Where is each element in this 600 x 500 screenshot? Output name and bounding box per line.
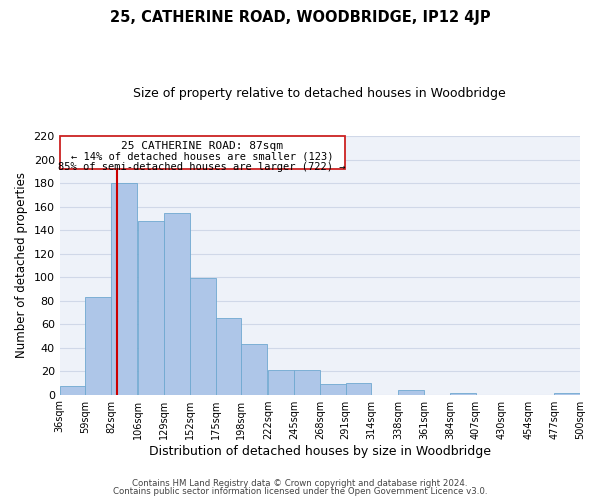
Text: 85% of semi-detached houses are larger (722) →: 85% of semi-detached houses are larger (…: [58, 162, 346, 172]
Bar: [320, 384, 346, 394]
Bar: [59, 386, 85, 394]
Text: Contains public sector information licensed under the Open Government Licence v3: Contains public sector information licen…: [113, 487, 487, 496]
Bar: [241, 344, 267, 395]
Bar: [190, 278, 215, 394]
Bar: [85, 297, 111, 394]
Text: 25, CATHERINE ROAD, WOODBRIDGE, IP12 4JP: 25, CATHERINE ROAD, WOODBRIDGE, IP12 4JP: [110, 10, 490, 25]
Bar: [346, 383, 371, 394]
Bar: [398, 390, 424, 394]
Y-axis label: Number of detached properties: Number of detached properties: [15, 172, 28, 358]
FancyBboxPatch shape: [59, 136, 344, 169]
X-axis label: Distribution of detached houses by size in Woodbridge: Distribution of detached houses by size …: [149, 444, 491, 458]
Text: Contains HM Land Registry data © Crown copyright and database right 2024.: Contains HM Land Registry data © Crown c…: [132, 478, 468, 488]
Bar: [164, 212, 190, 394]
Bar: [268, 370, 294, 394]
Text: ← 14% of detached houses are smaller (123): ← 14% of detached houses are smaller (12…: [71, 152, 334, 162]
Bar: [111, 184, 137, 394]
Text: 25 CATHERINE ROAD: 87sqm: 25 CATHERINE ROAD: 87sqm: [121, 141, 283, 151]
Bar: [138, 221, 164, 394]
Bar: [215, 318, 241, 394]
Title: Size of property relative to detached houses in Woodbridge: Size of property relative to detached ho…: [133, 88, 506, 101]
Bar: [294, 370, 320, 394]
